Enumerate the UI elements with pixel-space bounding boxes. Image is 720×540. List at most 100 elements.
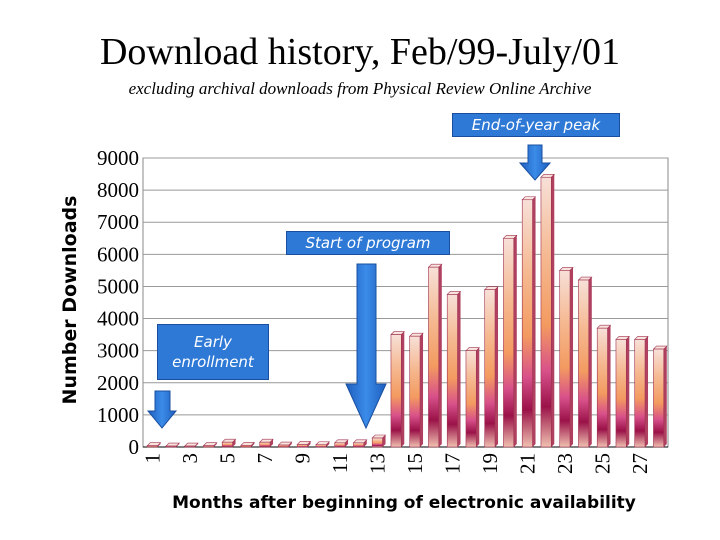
bar-front: [296, 444, 308, 448]
bar-front: [559, 270, 571, 448]
bar: [633, 336, 649, 448]
x-tick-label: 7: [253, 453, 277, 464]
bar-side: [476, 347, 480, 447]
bar-side: [551, 174, 555, 447]
bar-front: [615, 339, 627, 448]
bar: [483, 286, 499, 448]
arrow-end-of-year-peak: [518, 144, 552, 181]
y-tick-label: 4000: [97, 307, 139, 331]
x-tick-label: 15: [403, 453, 427, 474]
bar: [202, 442, 218, 448]
x-tick-label: 27: [628, 453, 652, 474]
bar: [146, 442, 162, 448]
y-tick-label: 6000: [97, 242, 139, 266]
bar-side: [645, 336, 649, 447]
bar-front: [634, 339, 646, 448]
bar: [521, 196, 537, 448]
bar: [615, 336, 631, 448]
bar-side: [495, 286, 499, 447]
bar-front: [334, 442, 346, 448]
x-tick-label: 23: [553, 453, 577, 474]
bar: [165, 442, 181, 448]
bar-front: [653, 348, 665, 448]
bar-side: [457, 291, 461, 447]
bar-side: [588, 277, 592, 447]
x-tick-label: 5: [215, 453, 239, 464]
bar: [502, 234, 518, 448]
bar: [258, 438, 274, 448]
y-tick-label: 7000: [97, 210, 139, 234]
bar: [596, 324, 612, 448]
bar-front: [371, 437, 383, 448]
callout-end-of-year-peak: End-of-year peak: [452, 113, 620, 137]
x-tick-label: 17: [440, 453, 464, 474]
bar-front: [428, 266, 440, 448]
bar-side: [232, 439, 236, 447]
bar-front: [540, 176, 552, 448]
bar-front: [409, 335, 421, 448]
bar: [465, 347, 481, 448]
bar-front: [184, 445, 196, 448]
bar-front: [446, 294, 458, 448]
x-tick-label: 25: [590, 453, 614, 474]
bar-side: [663, 346, 667, 447]
bar: [390, 331, 406, 448]
bar-front: [240, 445, 252, 448]
bar-side: [307, 441, 311, 447]
bar: [446, 291, 462, 448]
y-tick-label: 8000: [97, 178, 139, 202]
bar: [652, 345, 668, 448]
bar: [371, 434, 387, 448]
bar: [408, 332, 424, 448]
callout-early-enrollment: Early enrollment: [157, 324, 269, 380]
x-tick-label: 1: [140, 453, 164, 464]
bar-front: [465, 350, 477, 448]
chart-subtitle: excluding archival downloads from Physic…: [128, 79, 592, 98]
x-tick-label: 3: [178, 453, 202, 464]
bar-side: [607, 325, 611, 447]
bar-side: [345, 439, 349, 447]
arrow-early-enrollment: [146, 390, 178, 429]
bar: [277, 441, 293, 448]
bar-front: [521, 199, 533, 448]
bar-side: [326, 441, 330, 447]
y-tick-label: 1000: [97, 403, 139, 427]
bar-side: [382, 435, 386, 447]
bar: [315, 441, 331, 448]
bar-front: [390, 334, 402, 448]
bar-side: [438, 264, 442, 447]
y-tick-label: 5000: [97, 274, 139, 298]
x-tick-label: 19: [478, 453, 502, 474]
bar: [221, 438, 237, 448]
bar-front: [146, 445, 158, 448]
bar-side: [363, 439, 367, 447]
bar-side: [401, 331, 405, 447]
x-tick-label: 11: [328, 453, 352, 473]
bar: [296, 441, 312, 448]
bar: [352, 439, 368, 448]
x-tick-label: 9: [290, 453, 314, 464]
bar: [427, 263, 443, 448]
bar-side: [570, 267, 574, 447]
bar-front: [596, 327, 608, 448]
callout-start-of-program: Start of program: [286, 231, 450, 255]
bar-front: [278, 444, 290, 448]
x-tick-label: 21: [515, 453, 539, 474]
bar: [240, 442, 256, 448]
y-axis-label: Number Downloads: [59, 196, 81, 405]
bar: [333, 439, 349, 448]
bar-side: [626, 336, 630, 447]
bar-side: [288, 442, 292, 447]
bar: [183, 442, 199, 448]
bar-side: [420, 333, 424, 447]
bar: [540, 173, 556, 448]
bar-front: [165, 445, 177, 448]
x-axis-label: Months after beginning of electronic ava…: [172, 493, 636, 513]
x-tick-label: 13: [365, 453, 389, 474]
bar-front: [259, 441, 271, 448]
bar-side: [270, 439, 274, 447]
y-tick-label: 0: [129, 435, 140, 459]
bar-front: [503, 237, 515, 448]
